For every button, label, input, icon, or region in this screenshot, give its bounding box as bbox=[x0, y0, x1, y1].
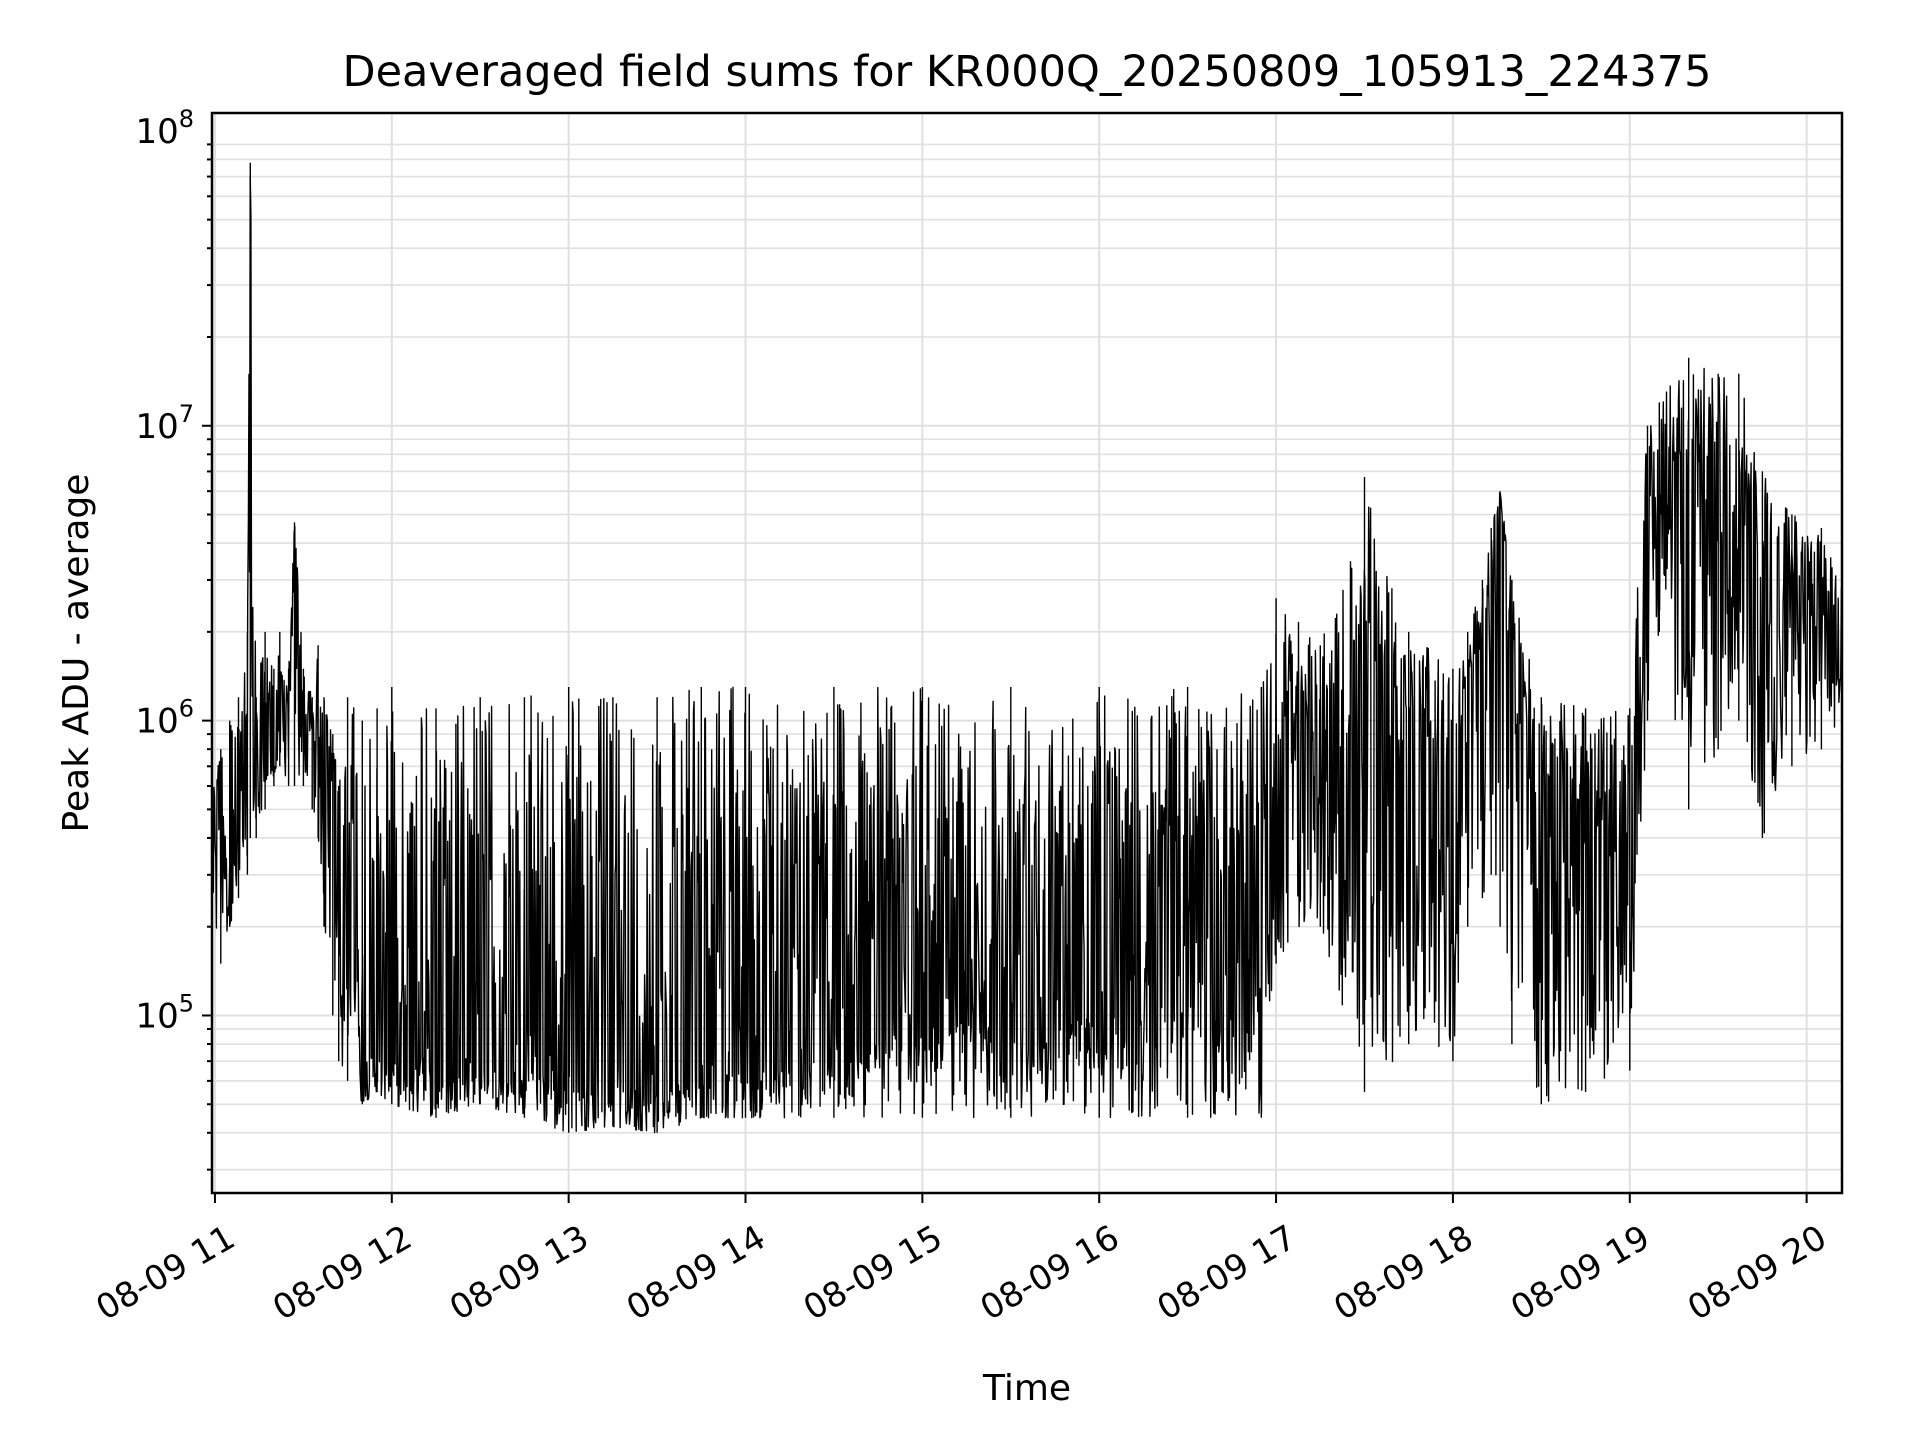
y-tick-base: 10 bbox=[135, 996, 178, 1036]
x-tick-label: 08-09 15 bbox=[797, 1218, 949, 1329]
y-tick-label: 107 bbox=[135, 400, 194, 447]
y-axis-label: Peak ADU - average bbox=[56, 474, 97, 833]
y-tick-exponent: 5 bbox=[179, 989, 194, 1017]
y-tick-exponent: 7 bbox=[179, 400, 194, 428]
plot-frame bbox=[210, 111, 1844, 1195]
data-series-line bbox=[211, 162, 1843, 1134]
x-tick-label: 08-09 17 bbox=[1151, 1218, 1303, 1329]
x-tick-label: 08-09 18 bbox=[1327, 1218, 1479, 1329]
x-tick-label: 08-09 16 bbox=[974, 1218, 1126, 1329]
y-tick-label: 106 bbox=[135, 695, 194, 742]
axis-ticks: 08-09 11 08-09 12 08-09 13 08-09 14 08-09 15… bbox=[89, 105, 1833, 1329]
x-tick-label: 08-09 11 bbox=[89, 1218, 241, 1329]
y-tick-exponent: 8 bbox=[179, 105, 194, 133]
y-tick-label: 108 bbox=[135, 105, 194, 152]
x-tick-label: 08-09 13 bbox=[443, 1218, 595, 1329]
chart-title: Deaveraged field sums for KR000Q_2025080… bbox=[342, 47, 1711, 97]
y-tick-base: 10 bbox=[135, 702, 178, 742]
x-axis-label: Time bbox=[982, 1368, 1071, 1409]
x-tick-label: 08-09 12 bbox=[266, 1218, 418, 1329]
y-tick-exponent: 6 bbox=[179, 695, 194, 723]
y-tick-base: 10 bbox=[135, 407, 178, 447]
x-tick-label: 08-09 20 bbox=[1681, 1218, 1833, 1329]
x-tick-label: 08-09 14 bbox=[620, 1218, 772, 1329]
x-tick-label: 08-09 19 bbox=[1504, 1218, 1656, 1329]
y-tick-label: 105 bbox=[135, 989, 194, 1036]
plot-area bbox=[211, 162, 1843, 1134]
y-tick-base: 10 bbox=[135, 112, 178, 152]
